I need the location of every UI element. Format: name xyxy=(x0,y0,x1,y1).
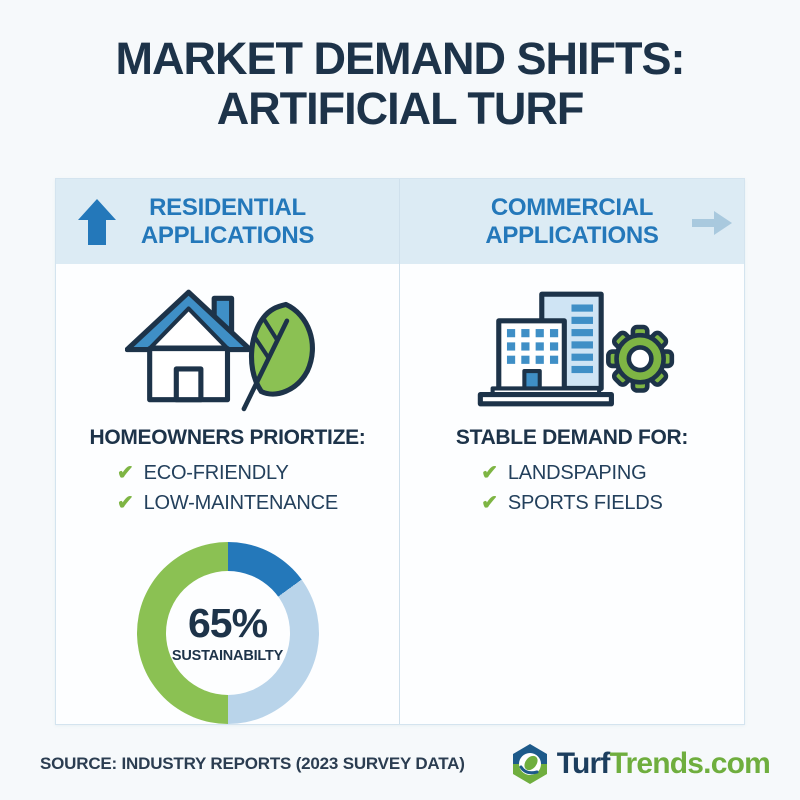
sustainability-donut: 65% SUSTAINABILTY xyxy=(136,542,319,724)
residential-header-line1: RESIDENTIAL xyxy=(149,194,306,222)
up-arrow-icon xyxy=(78,199,116,245)
commercial-check-list: ✔ LANDSPAPING ✔ SPORTS FIELDS xyxy=(481,458,663,518)
check-icon: ✔ xyxy=(117,462,134,484)
commercial-header-line1: COMMERCIAL xyxy=(490,194,654,222)
building-gear-icon xyxy=(477,291,674,407)
check-icon: ✔ xyxy=(117,492,134,514)
footer: SOURCE: INDUSTRY REPORTS (2023 SURVEY DA… xyxy=(40,742,771,786)
source-text: SOURCE: INDUSTRY REPORTS (2023 SURVEY DA… xyxy=(40,754,465,773)
page-title-line2: ARTIFICIAL TURF xyxy=(216,82,585,134)
house-leaf-icon xyxy=(125,289,315,412)
donut-center: 65% SUSTAINABILTY xyxy=(165,571,290,695)
list-item: ✔ SPORTS FIELDS xyxy=(481,488,663,518)
commercial-icon-row xyxy=(470,284,675,412)
commercial-subheading: STABLE DEMAND FOR: xyxy=(455,426,689,449)
comparison-panel: RESIDENTIAL APPLICATIONS xyxy=(55,178,745,725)
residential-column: RESIDENTIAL APPLICATIONS xyxy=(56,179,400,724)
list-item: ✔ LANDSPAPING xyxy=(481,458,662,488)
hexagon-leaf-icon xyxy=(512,744,547,784)
list-item-label: LOW-MAINTENANCE xyxy=(143,492,339,514)
list-item-label: SPORTS FIELDS xyxy=(507,492,663,514)
check-icon: ✔ xyxy=(481,462,498,484)
commercial-header: COMMERCIAL APPLICATIONS xyxy=(400,179,744,264)
residential-header-line2: APPLICATIONS xyxy=(140,221,315,249)
list-item-label: LANDSPAPING xyxy=(507,462,647,484)
commercial-header-label: COMMERCIAL APPLICATIONS xyxy=(485,194,659,249)
residential-icon-row xyxy=(125,284,330,412)
donut-center-label: SUSTAINABILTY xyxy=(171,647,284,664)
logo-text-trends: Trends.com xyxy=(609,747,771,780)
check-icon: ✔ xyxy=(481,492,498,514)
logo-text: TurfTrends.com xyxy=(556,747,771,780)
logo-text-turf: Turf xyxy=(556,747,611,780)
list-item-label: ECO-FRIENDLY xyxy=(143,462,289,484)
residential-check-list: ✔ ECO-FRIENDLY ✔ LOW-MAINTENANCE xyxy=(117,458,338,518)
list-item: ✔ LOW-MAINTENANCE xyxy=(117,488,338,518)
brand-logo: TurfTrends.com xyxy=(510,742,771,786)
residential-header: RESIDENTIAL APPLICATIONS xyxy=(56,179,399,264)
commercial-column: COMMERCIAL APPLICATIONS xyxy=(400,179,744,724)
residential-subheading: HOMEOWNERS PRIORTIZE: xyxy=(89,426,366,449)
page-title-line1: MARKET DEMAND SHIFTS: xyxy=(115,33,686,84)
page-title: MARKET DEMAND SHIFTS: ARTIFICIAL TURF xyxy=(0,34,800,133)
donut-center-value: 65% xyxy=(187,599,268,646)
list-item: ✔ ECO-FRIENDLY xyxy=(117,458,338,488)
right-arrow-icon xyxy=(692,211,732,235)
commercial-header-line2: APPLICATIONS xyxy=(485,221,659,249)
residential-header-label: RESIDENTIAL APPLICATIONS xyxy=(140,194,315,249)
